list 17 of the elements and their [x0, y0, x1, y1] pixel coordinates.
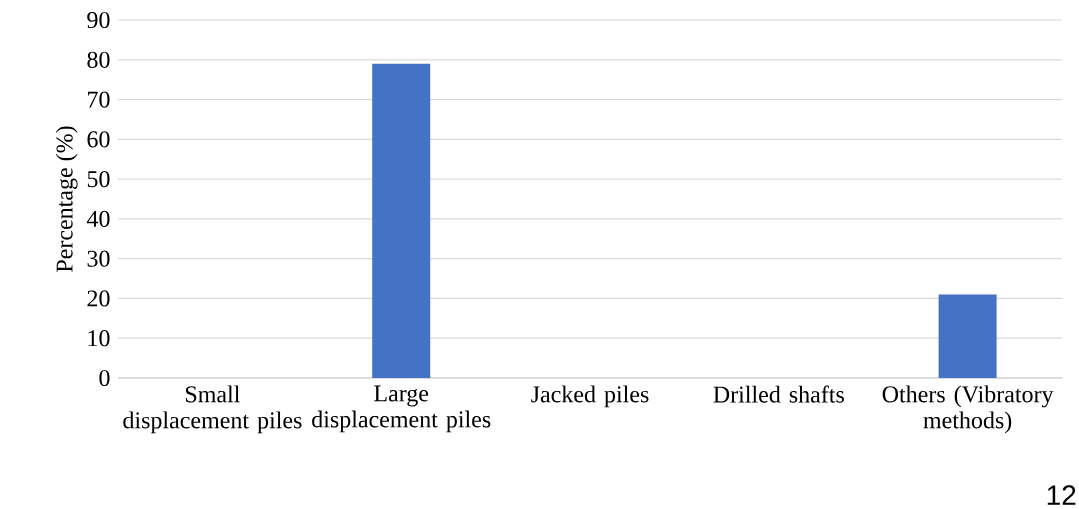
y-tick-label: 10 [88, 330, 110, 347]
y-tick-label: 20 [87, 290, 110, 307]
y-tick-label: 30 [87, 250, 110, 267]
x-tick-label: Small displacement piles [123, 385, 302, 434]
x-tick-label: Large displacement piles [312, 385, 491, 433]
x-tick-label: Drilled shafts [713, 385, 844, 403]
x-tick-label: Jacked piles [531, 385, 649, 408]
y-tick-label: 70 [88, 91, 110, 108]
text: 12 [1047, 485, 1076, 505]
y-tick-label: 80 [87, 51, 110, 68]
y-tick-label: 40 [86, 210, 110, 227]
y-tick-label: 50 [87, 171, 110, 188]
x-tick-label: Others (Vibratory methods) [882, 385, 1054, 434]
y-tick-label: 90 [87, 11, 110, 29]
y-axis-title: Percentage (%) [55, 126, 78, 272]
y-tick-label: 0 [99, 369, 110, 387]
y-tick-label: 60 [87, 131, 110, 148]
